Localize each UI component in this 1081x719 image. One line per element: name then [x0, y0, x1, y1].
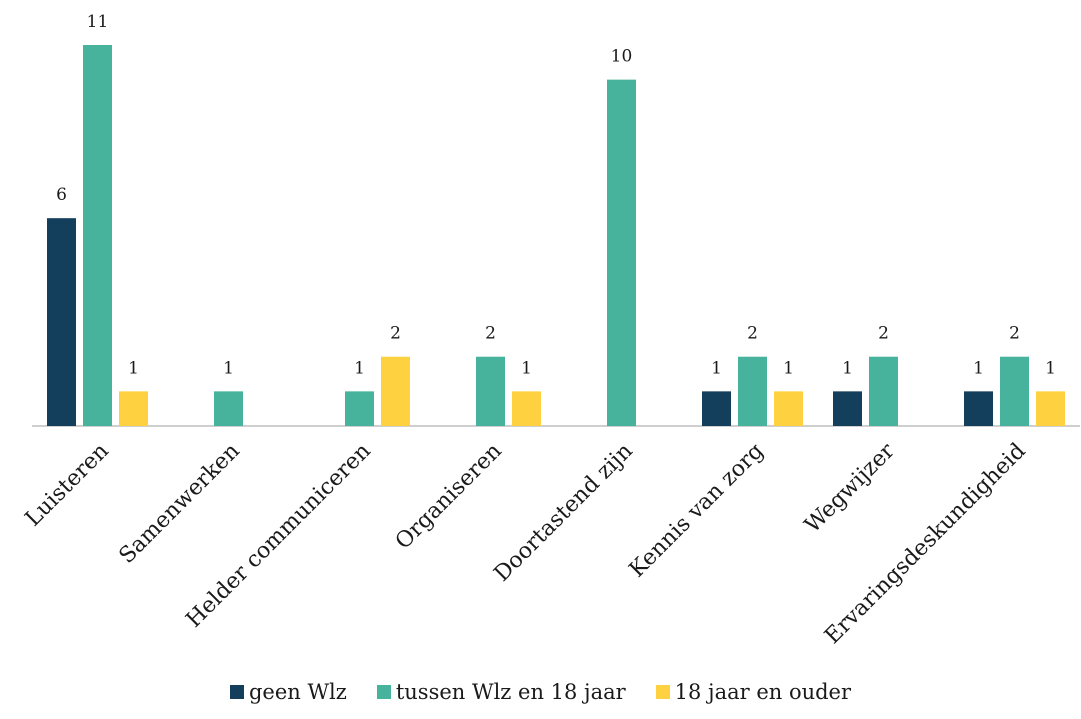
legend-swatch: [655, 685, 670, 699]
data-label: 1: [842, 358, 853, 378]
legend-item: 18 jaar en ouder: [655, 680, 852, 704]
bar: [869, 356, 898, 426]
legend-label: tussen Wlz en 18 jaar: [395, 680, 626, 704]
data-label: 6: [56, 185, 67, 205]
data-label: 11: [87, 12, 109, 32]
x-tick-label: Wegwijzer: [800, 438, 900, 538]
data-label: 1: [128, 358, 139, 378]
bar: [964, 391, 993, 426]
bar: [702, 391, 731, 426]
legend-item: tussen Wlz en 18 jaar: [376, 680, 626, 704]
bar: [774, 391, 803, 426]
data-label: 1: [354, 358, 365, 378]
bar: [47, 218, 76, 426]
data-label: 1: [223, 358, 234, 378]
data-label: 1: [1045, 358, 1056, 378]
bar: [512, 391, 541, 426]
bar: [345, 391, 374, 426]
data-label: 1: [783, 358, 794, 378]
legend-swatch: [229, 685, 244, 699]
bar: [476, 356, 505, 426]
legend-swatch: [376, 685, 391, 699]
data-label: 1: [711, 358, 722, 378]
x-tick-label: Kennis van zorg: [625, 439, 769, 583]
bar: [119, 391, 148, 426]
x-tick-label: Samenwerken: [115, 439, 245, 569]
data-label: 1: [521, 358, 532, 378]
data-label: 2: [747, 324, 758, 344]
x-tick-label: Luisteren: [21, 439, 114, 532]
bar: [83, 45, 112, 426]
bar: [607, 79, 636, 427]
data-label: 2: [485, 324, 496, 344]
bar: [1000, 356, 1029, 426]
legend-label: geen Wlz: [248, 680, 347, 704]
bar: [1036, 391, 1065, 426]
data-label: 10: [611, 47, 633, 67]
data-label: 2: [878, 324, 889, 344]
data-label: 2: [390, 324, 401, 344]
bar: [738, 356, 767, 426]
data-label: 1: [973, 358, 984, 378]
legend-label: 18 jaar en ouder: [674, 680, 852, 704]
x-tick-label: Doortastend zijn: [490, 439, 638, 587]
data-label: 2: [1009, 324, 1020, 344]
legend-item: geen Wlz: [229, 680, 347, 704]
bar: [833, 391, 862, 426]
bar: [214, 391, 243, 426]
bar: [381, 356, 410, 426]
legend: geen Wlz tussen Wlz en 18 jaar 18 jaar en …: [0, 680, 1081, 704]
x-tick-label: Organiseren: [391, 439, 507, 555]
